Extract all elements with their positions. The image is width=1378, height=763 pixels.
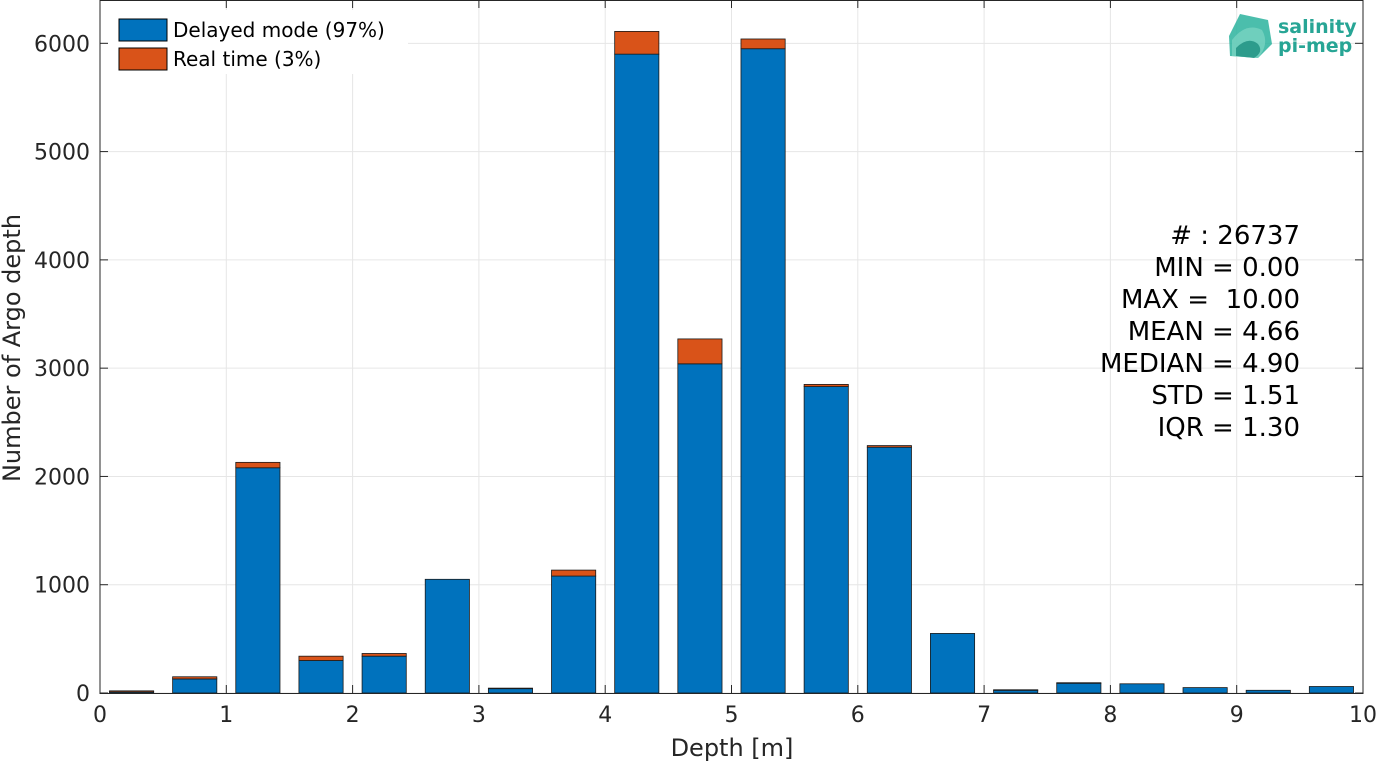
bar-delayed-mode [1119,683,1165,694]
bar-delayed-mode [1056,682,1102,694]
bar-real-time [298,655,344,661]
bar-real-time [993,689,1039,691]
bar-delayed-mode [740,48,786,694]
stat-median: MEDIAN = 4.90 [1100,349,1300,379]
y-tick-label: 0 [76,682,90,707]
y-tick-label: 6000 [34,32,90,57]
bar-real-time [551,569,597,577]
bar-delayed-mode [803,386,849,694]
bar-real-time [172,676,218,680]
x-axis-label: Depth [m] [671,734,794,762]
logo-text-salinity: salinity [1278,16,1357,38]
logo-text-pimep: pi-mep [1278,35,1352,57]
bar-delayed-mode [172,678,218,694]
stats-annotation: # : 26737 MIN = 0.00 MAX = 10.00 MEAN = … [1100,221,1300,443]
x-tick-label: 8 [1103,703,1117,728]
x-tick-label: 3 [472,703,486,728]
bar-real-time [487,687,533,690]
bar-delayed-mode [930,633,976,694]
bar-real-time [866,445,912,448]
bar-real-time [109,690,155,693]
x-tick-label: 9 [1230,703,1244,728]
bar-delayed-mode [1245,689,1291,694]
bar-delayed-mode [1182,687,1228,694]
legend-swatch-delayed [118,18,168,42]
bar-delayed-mode [487,688,533,694]
bar-delayed-mode [361,655,407,694]
bar-delayed-mode [424,578,470,694]
bar-real-time [361,653,407,657]
legend-label-realtime: Real time (3%) [173,47,321,71]
bar-delayed-mode [866,446,912,694]
y-tick-label: 2000 [34,465,90,490]
x-tick-label: 0 [93,703,107,728]
stat-min: MIN = 0.00 [1154,253,1300,283]
y-axis-label: Number of Argo depth [0,214,26,482]
stat-std: STD = 1.51 [1151,381,1300,411]
stat-iqr: IQR = 1.30 [1158,413,1300,443]
bar-real-time [677,338,723,365]
x-tick-label: 5 [725,703,739,728]
x-ticks: 0 1 2 3 4 5 6 7 8 9 10 [93,0,1377,728]
legend-swatch-realtime [118,47,168,71]
bar-delayed-mode [614,53,660,694]
bar-real-time [803,383,849,387]
x-tick-label: 4 [598,703,612,728]
bar-delayed-mode [1308,686,1354,694]
salinity-pi-mep-logo: salinity pi-mep [1229,14,1357,58]
x-tick-label: 10 [1349,703,1377,728]
legend-label-delayed: Delayed mode (97%) [173,18,385,42]
y-tick-label: 5000 [34,141,90,166]
stat-count: # : 26737 [1170,221,1300,251]
stat-mean: MEAN = 4.66 [1128,317,1300,347]
y-tick-label: 1000 [34,574,90,599]
bar-delayed-mode [551,575,597,694]
bars [109,31,1354,694]
x-tick-label: 1 [219,703,233,728]
wave-logo-icon [1229,14,1272,58]
stat-max: MAX = 10.00 [1121,285,1300,315]
x-tick-label: 6 [851,703,865,728]
x-tick-label: 7 [977,703,991,728]
bar-delayed-mode [235,467,281,694]
bar-delayed-mode [677,363,723,694]
bar-delayed-mode [993,689,1039,694]
y-ticks: 0 1000 2000 3000 4000 5000 6000 [34,32,1363,707]
bar-real-time [614,31,660,55]
bar-real-time [740,38,786,50]
y-tick-label: 3000 [34,357,90,382]
bar-delayed-mode [298,660,344,694]
y-tick-label: 4000 [34,249,90,274]
x-tick-label: 2 [346,703,360,728]
bar-real-time [235,461,281,469]
bar-real-time [1056,682,1102,684]
legend: Delayed mode (97%) Real time (3%) [108,10,408,74]
